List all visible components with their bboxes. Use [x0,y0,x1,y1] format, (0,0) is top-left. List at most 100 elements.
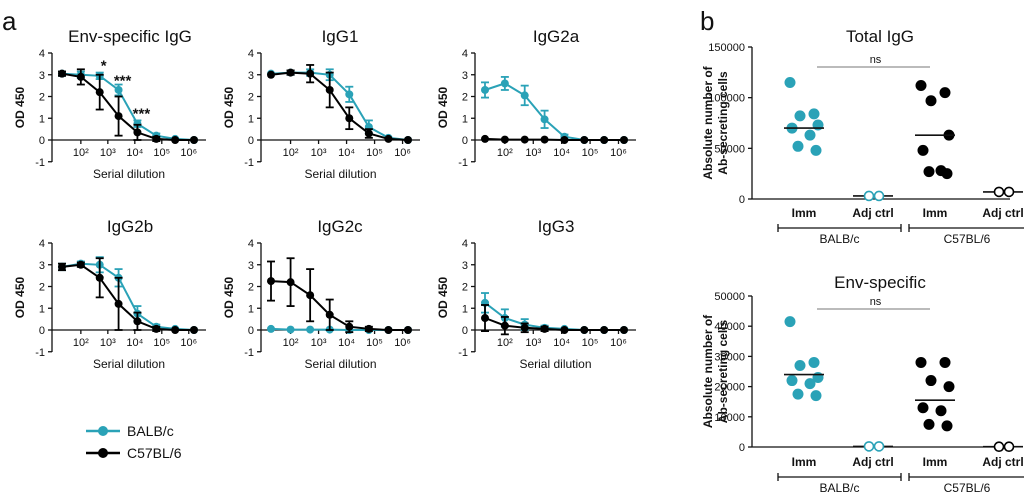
data-point [325,85,334,94]
x-tick-label: 10⁶ [394,147,411,159]
y-tick-label: 3 [462,260,468,272]
data-point [171,136,180,144]
data-point [58,69,66,78]
x-tick-label: 10³ [100,337,116,349]
y-tick-label: 2 [248,282,254,294]
x-tick-label: 10² [283,147,299,159]
series-c57bl-6-adj-ctrl [983,186,1023,198]
category-label: Adj ctrl [982,206,1023,220]
y-tick-label: 3 [248,70,254,82]
series-line [270,71,409,141]
y-tick-label: -1 [35,157,45,169]
y-axis-label: OD 450 [436,86,450,128]
data-point [784,316,796,328]
y-tick-label: 150000 [708,42,745,54]
data-point [152,324,161,333]
legend-label-balbc: BALB/c [127,423,174,439]
data-point [600,136,609,144]
series-balb-c-adj-ctrl [853,441,893,452]
series-balb-c [267,68,412,144]
x-axis-label: Serial dilution [93,357,165,371]
data-point [267,277,275,286]
legend: BALB/c C57BL/6 [86,423,182,461]
y-tick-label: 1 [39,303,45,315]
data-point [939,87,951,99]
data-point [540,135,549,144]
y-axis-label: OD 450 [436,276,450,318]
y-tick-label: 1 [248,303,254,315]
significance-marker: *** [114,73,132,90]
data-point [306,325,315,334]
group-label-balb-c: BALB/c [819,232,859,246]
data-point [114,85,123,94]
data-point [364,129,373,138]
chart-title: IgG2a [533,27,580,46]
y-axis-label: OD 450 [222,86,236,128]
line-chart-igg2b: IgG2b -1 0 1 2 3 4 OD 450 10² 10³ 10⁴ 10⁵ 10⁶ Serial … [13,217,206,371]
data-point [794,110,806,122]
y-tick-label: 4 [462,48,468,60]
data-point [384,134,393,143]
x-tick-label: 10⁵ [366,337,383,349]
dot-plot-env-specific: Env-specific 0 10000 20000 30000 40000 50000 Ab… [701,273,1024,495]
data-point [917,402,929,414]
data-point [267,324,275,333]
x-axis-label: Serial dilution [93,167,165,181]
x-tick-label: 10⁵ [153,337,170,349]
y-tick-label: 50000 [714,143,745,155]
data-point [171,326,180,334]
y-tick-label: -1 [244,157,254,169]
y-tick-label: 1 [462,303,468,315]
series-c57bl-6 [267,64,412,144]
data-point [404,326,412,334]
data-point [384,326,393,334]
y-tick-label: 1 [248,113,254,125]
y-tick-label: 1 [39,113,45,125]
data-point [941,168,953,180]
x-tick-label: 10⁴ [126,337,143,349]
x-tick-label: 10² [497,337,513,349]
data-point [810,144,822,156]
series-c57bl-6 [481,304,628,336]
data-point [808,108,820,120]
y-tick-label: 10000 [714,412,745,424]
data-point [620,136,628,144]
data-point [915,356,927,368]
data-point [481,85,489,94]
x-tick-label: 10⁵ [582,337,599,349]
line-chart-env-specific-igg: Env-specific IgG -1 0 1 2 3 4 OD 450 10² 10³ 10⁴ 10… [13,27,206,181]
x-tick-label: 10³ [311,337,327,349]
y-axis-label: OD 450 [13,86,27,128]
data-point [345,114,354,123]
x-tick-label: 10² [73,147,89,159]
y-axis-label-line: Absolute number of [701,65,715,179]
significance-marker: * [101,57,107,74]
legend-label-c57: C57BL/6 [127,445,182,461]
data-point [784,76,796,88]
chart-title: IgG2c [317,217,363,236]
data-point [267,70,275,79]
y-tick-label: 20000 [714,382,745,394]
x-tick-label: 10⁴ [553,337,570,349]
category-label: Imm [792,455,817,469]
x-axis-label: Serial dilution [519,357,591,371]
data-point [58,262,66,271]
data-point [481,314,489,323]
data-point [364,324,373,333]
data-point [923,166,935,178]
y-axis-label-line: Ab-secreting cells [716,319,730,423]
y-tick-label: 0 [739,442,745,454]
data-point [580,136,589,144]
y-axis-label: OD 450 [13,276,27,318]
y-tick-label: 4 [39,238,45,250]
data-point [520,135,529,144]
data-point [76,72,85,81]
data-point [812,119,824,131]
data-point [993,186,1005,198]
y-tick-label: -1 [458,347,468,359]
x-tick-label: 10⁴ [126,147,143,159]
series-c57bl-6 [267,257,412,334]
series-c57bl-6-adj-ctrl [983,441,1023,452]
series-line [484,82,624,141]
x-tick-label: 10³ [311,147,327,159]
